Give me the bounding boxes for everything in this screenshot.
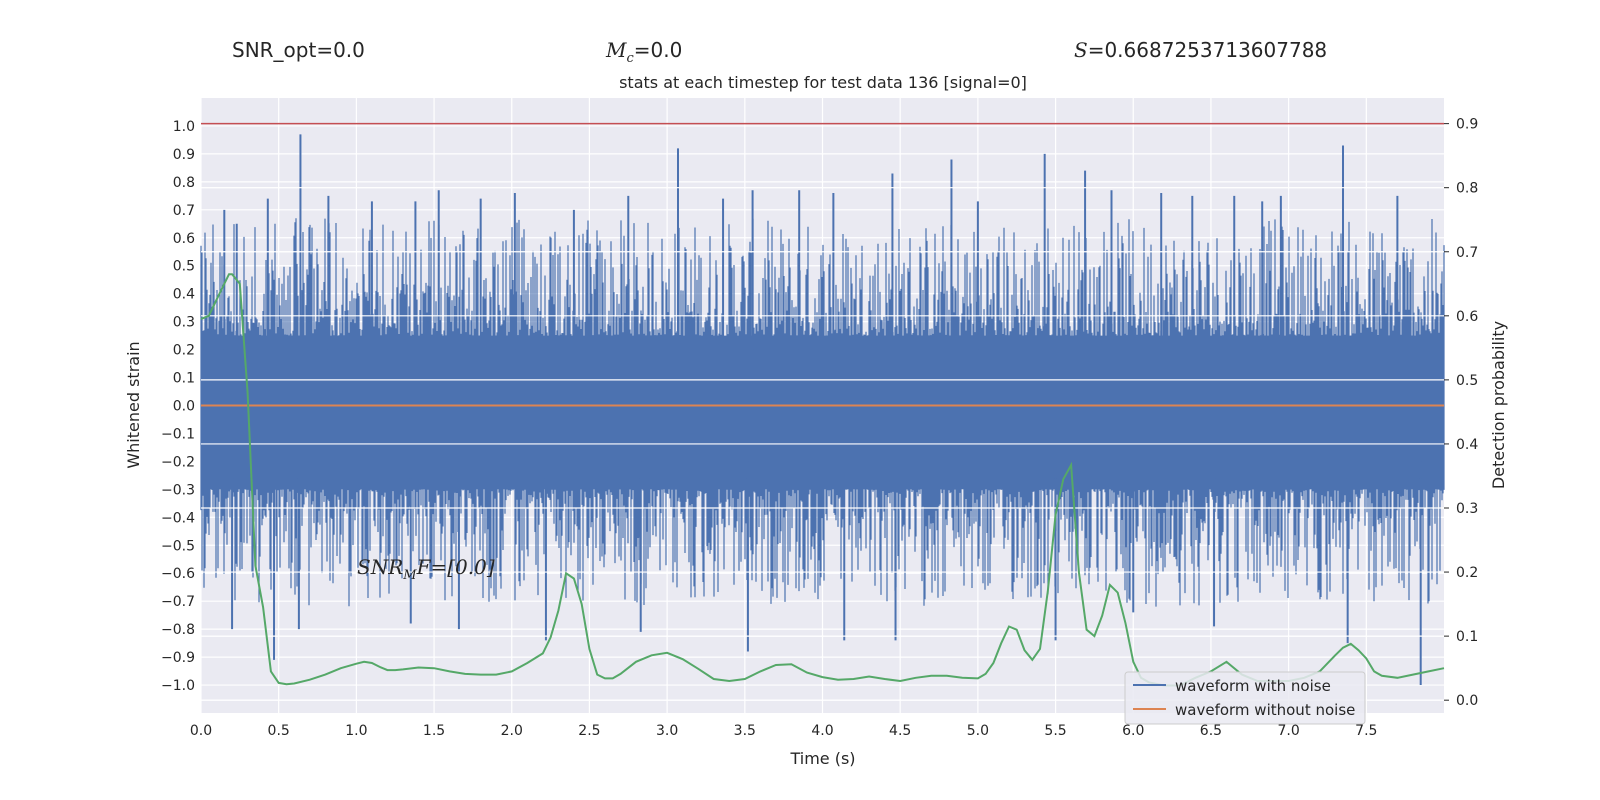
y-tick-label: 0.0 xyxy=(173,399,195,415)
y-tick-label: 0.1 xyxy=(173,371,195,387)
snr-mf-subscript: M xyxy=(402,568,417,583)
x-tick-label: 3.5 xyxy=(734,723,756,739)
y-tick-label: −0.5 xyxy=(161,538,195,554)
x-tick-label: 7.0 xyxy=(1277,723,1299,739)
x-tick-label: 1.0 xyxy=(345,723,367,739)
y-tick-label: 0.8 xyxy=(173,175,195,191)
y-tick-label: −0.9 xyxy=(161,650,195,666)
y2-tick-label: 0.9 xyxy=(1456,117,1478,133)
y-tick-label: 0.9 xyxy=(173,147,195,163)
y-tick-label: −0.2 xyxy=(161,454,195,470)
y-axis-label: Whitened strain xyxy=(124,341,143,468)
chirp-mass-symbol: M xyxy=(606,38,627,62)
y-tick-label: 0.3 xyxy=(173,315,195,331)
x-tick-label: 7.5 xyxy=(1355,723,1377,739)
snr-mf-annotation: SNRMF=[0.0] xyxy=(357,555,495,583)
x-tick-label: 6.5 xyxy=(1200,723,1222,739)
y2-tick-label: 0.0 xyxy=(1456,693,1478,709)
legend-label-clean: waveform without noise xyxy=(1175,701,1355,719)
y-tick-label: −0.6 xyxy=(161,566,195,582)
y-tick-label: −0.8 xyxy=(161,622,195,638)
chirp-mass-value: =0.0 xyxy=(633,38,683,62)
y2-tick-label: 0.2 xyxy=(1456,565,1478,581)
y2-tick-label: 0.4 xyxy=(1456,437,1478,453)
legend: waveform with noise waveform without noi… xyxy=(1124,671,1366,725)
x-tick-label: 2.0 xyxy=(501,723,523,739)
y2-tick-label: 0.6 xyxy=(1456,309,1478,325)
y2-tick-label: 0.5 xyxy=(1456,373,1478,389)
x-tick-label: 0.0 xyxy=(190,723,212,739)
y-tick-label: 0.4 xyxy=(173,287,195,303)
y2-tick-label: 0.1 xyxy=(1456,629,1478,645)
score-label: S=0.6687253713607788 xyxy=(1074,38,1327,62)
x-tick-label: 1.5 xyxy=(423,723,445,739)
y2-tick-label: 0.7 xyxy=(1456,245,1478,261)
snr-mf-rest: F=[0.0] xyxy=(416,555,495,579)
y2-axis-label: Detection probability xyxy=(1489,321,1508,489)
y-tick-label: −1.0 xyxy=(161,678,195,694)
y-tick-label: −0.3 xyxy=(161,482,195,498)
snr-mf-symbol: SNR xyxy=(357,555,403,579)
chirp-mass-label: Mc=0.0 xyxy=(606,38,682,66)
x-axis-label: Time (s) xyxy=(789,749,855,768)
y-tick-label: −0.4 xyxy=(161,510,195,526)
x-tick-label: 0.5 xyxy=(268,723,290,739)
y-tick-label: 0.7 xyxy=(173,203,195,219)
x-tick-label: 3.0 xyxy=(656,723,678,739)
axis-ticks: 0.0 0.5 1.0 1.5 2.0 2.5 3.0 3.5 4.0 4.5 5.0 5.5 6.0 6… xyxy=(161,117,1478,739)
snr-opt-label: SNR_opt=0.0 xyxy=(232,38,365,62)
noise-core xyxy=(201,344,1444,479)
x-tick-label: 6.0 xyxy=(1122,723,1144,739)
x-tick-label: 2.5 xyxy=(578,723,600,739)
score-symbol: S xyxy=(1074,38,1088,62)
x-tick-label: 4.5 xyxy=(889,723,911,739)
y2-tick-label: 0.3 xyxy=(1456,501,1478,517)
y-tick-label: 0.2 xyxy=(173,343,195,359)
noisy-waveform-area xyxy=(200,134,1445,686)
x-tick-label: 4.0 xyxy=(811,723,833,739)
x-tick-label: 5.0 xyxy=(967,723,989,739)
legend-label-noise: waveform with noise xyxy=(1175,677,1331,695)
y-tick-label: −0.1 xyxy=(161,426,195,442)
y-tick-label: 1.0 xyxy=(173,119,195,135)
x-tick-label: 5.5 xyxy=(1044,723,1066,739)
chirp-mass-subscript: c xyxy=(626,51,634,66)
score-value: =0.6687253713607788 xyxy=(1087,38,1328,62)
y2-tick-label: 0.8 xyxy=(1456,181,1478,197)
y-tick-label: 0.5 xyxy=(173,259,195,275)
y-tick-label: 0.6 xyxy=(173,231,195,247)
y-tick-label: −0.7 xyxy=(161,594,195,610)
chart-title: stats at each timestep for test data 136… xyxy=(619,73,1027,92)
